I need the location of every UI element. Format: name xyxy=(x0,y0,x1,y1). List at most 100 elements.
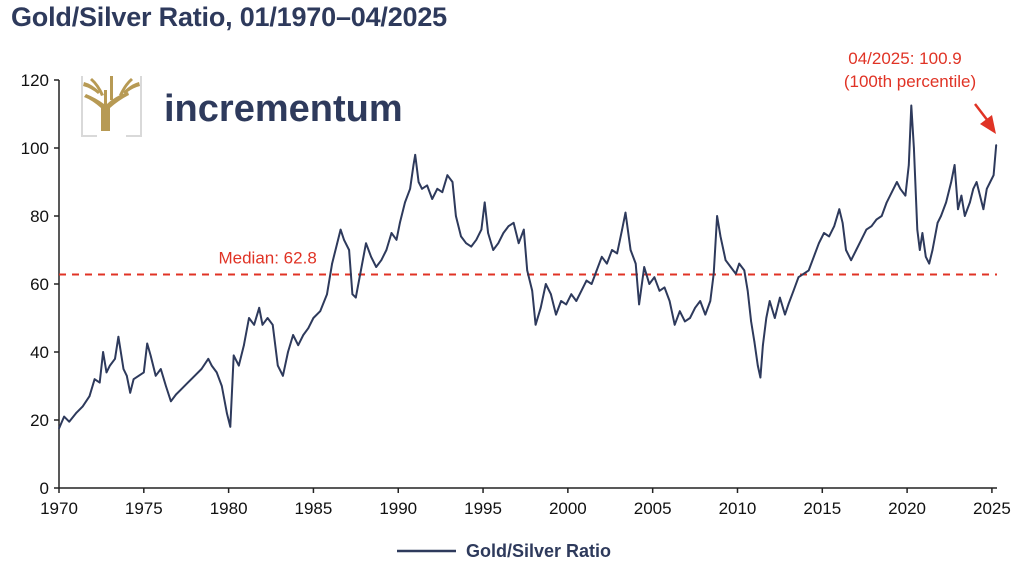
series-point xyxy=(828,235,830,238)
series-point xyxy=(679,310,681,313)
annotation-line-1: 04/2025: 100.9 xyxy=(848,49,961,68)
series-point xyxy=(768,300,771,302)
series-point xyxy=(175,393,177,396)
series-point xyxy=(673,324,676,326)
series-point xyxy=(936,222,939,224)
series-point xyxy=(68,420,70,423)
series-point xyxy=(292,334,294,336)
series-point xyxy=(735,273,737,275)
series-point xyxy=(412,164,415,166)
series-point xyxy=(512,222,515,224)
series-point xyxy=(663,286,666,289)
series-point xyxy=(960,194,963,197)
series-point xyxy=(326,293,328,296)
series-point xyxy=(580,290,583,292)
series-point xyxy=(132,378,135,381)
series-point xyxy=(455,215,457,217)
series-point xyxy=(137,375,140,377)
series-point xyxy=(724,259,727,262)
series-point xyxy=(813,255,815,258)
series-point xyxy=(838,208,841,210)
series-point xyxy=(940,215,942,217)
series-point xyxy=(122,368,125,370)
series-point xyxy=(865,228,868,231)
series-point xyxy=(143,371,145,374)
series-point xyxy=(992,174,995,176)
series-point xyxy=(704,313,707,316)
series-point xyxy=(629,249,632,251)
series-point xyxy=(287,351,289,353)
series-point xyxy=(716,215,718,217)
series-point xyxy=(253,324,255,326)
series-point xyxy=(375,266,378,268)
series-point xyxy=(616,252,618,255)
series-point xyxy=(261,324,264,326)
series-point xyxy=(908,164,910,166)
series-point xyxy=(385,249,388,251)
series-point xyxy=(297,344,300,347)
series-point xyxy=(634,262,637,265)
series-point xyxy=(404,201,406,204)
series-point xyxy=(63,415,65,418)
series-point xyxy=(331,262,333,265)
series-point xyxy=(523,228,525,231)
series-point xyxy=(180,388,182,391)
series-point xyxy=(417,181,420,183)
series-point xyxy=(759,376,762,379)
series-point xyxy=(421,188,423,190)
series-point xyxy=(870,225,873,227)
series-point xyxy=(307,327,310,330)
y-tick-label: 40 xyxy=(30,343,49,362)
series-point xyxy=(502,232,505,234)
median-label: Median: 62.8 xyxy=(218,248,316,267)
series-point xyxy=(765,317,768,319)
series-point xyxy=(774,317,776,319)
series-point xyxy=(117,335,120,338)
series-point xyxy=(575,300,578,302)
tree-logo-icon xyxy=(81,76,142,137)
series-point xyxy=(797,276,800,279)
series-point xyxy=(446,174,449,176)
brand-name: incrementum xyxy=(164,88,403,130)
x-tick-label: 1990 xyxy=(379,499,417,518)
series-point xyxy=(526,269,528,272)
series-point xyxy=(114,358,116,360)
series-point xyxy=(351,293,354,296)
series-point xyxy=(565,303,567,306)
series-point xyxy=(531,290,533,292)
series-point xyxy=(348,249,350,251)
series-point xyxy=(719,235,722,238)
series-point xyxy=(570,293,573,296)
series-point xyxy=(243,344,245,347)
annotation-line-2: (100th percentile) xyxy=(844,72,976,91)
series-point xyxy=(750,320,752,323)
series-point xyxy=(282,375,284,377)
x-tick-label: 2020 xyxy=(888,499,926,518)
series-point xyxy=(643,266,645,268)
series-point xyxy=(982,208,985,210)
series-point xyxy=(319,310,322,313)
series-point xyxy=(88,395,91,398)
series-line-gold-silver-ratio xyxy=(58,104,998,429)
series-point xyxy=(753,341,756,343)
series-point xyxy=(336,242,339,244)
series-point xyxy=(380,259,383,262)
series-point xyxy=(492,249,495,251)
y-tick-label: 0 xyxy=(40,479,49,498)
series-point xyxy=(550,293,552,296)
x-tick-label: 1985 xyxy=(295,499,333,518)
chart-title: Gold/Silver Ratio, 01/1970–04/2025 xyxy=(11,2,447,32)
series-point xyxy=(738,262,740,265)
series-point xyxy=(109,364,111,367)
series-point xyxy=(925,255,927,258)
series-point xyxy=(399,222,401,224)
series-point xyxy=(409,188,411,190)
x-tick-label: 2000 xyxy=(549,499,587,518)
series-point xyxy=(555,313,557,316)
legend: Gold/Silver Ratio xyxy=(397,541,611,561)
series-point xyxy=(875,218,878,221)
series-point xyxy=(818,242,820,244)
annotation-arrow xyxy=(974,103,996,134)
legend-label: Gold/Silver Ratio xyxy=(466,541,611,561)
